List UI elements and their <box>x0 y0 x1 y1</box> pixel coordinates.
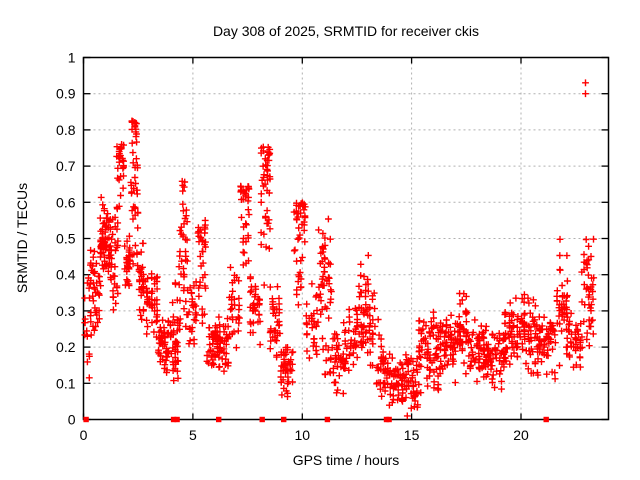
chart-title: Day 308 of 2025, SRMTID for receiver cki… <box>212 23 480 39</box>
zero-marker-square <box>281 416 287 423</box>
x-tick-label: 15 <box>404 427 420 443</box>
y-tick-label: 1 <box>68 50 76 66</box>
y-tick-label: 0.5 <box>56 231 76 247</box>
zero-marker-square <box>543 416 549 423</box>
y-tick-label: 0.2 <box>56 339 76 355</box>
zero-marker-square <box>170 416 177 423</box>
x-tick-label: 10 <box>295 427 311 443</box>
x-tick-label: 0 <box>80 427 88 443</box>
y-tick-label: 0.3 <box>56 303 76 319</box>
zero-marker-square <box>324 416 331 423</box>
zero-marker-square <box>83 416 89 423</box>
y-tick-label: 0.1 <box>56 375 76 391</box>
zero-marker-square <box>174 416 180 423</box>
x-tick-label: 5 <box>189 427 197 443</box>
y-tick-label: 0.7 <box>56 158 76 174</box>
x-axis-label: GPS time / hours <box>292 452 400 468</box>
y-tick-label: 0.8 <box>56 122 76 138</box>
y-tick-label: 0 <box>68 412 76 428</box>
y-tick-label: 0.4 <box>56 267 76 283</box>
y-tick-label: 0.9 <box>56 86 76 102</box>
x-tick-label: 20 <box>513 427 529 443</box>
zero-marker-square <box>259 416 265 423</box>
scatter-points-plus <box>81 79 598 420</box>
y-tick-label: 0.6 <box>56 194 76 210</box>
zero-marker-square <box>216 416 222 423</box>
zero-marker-square <box>386 416 392 423</box>
